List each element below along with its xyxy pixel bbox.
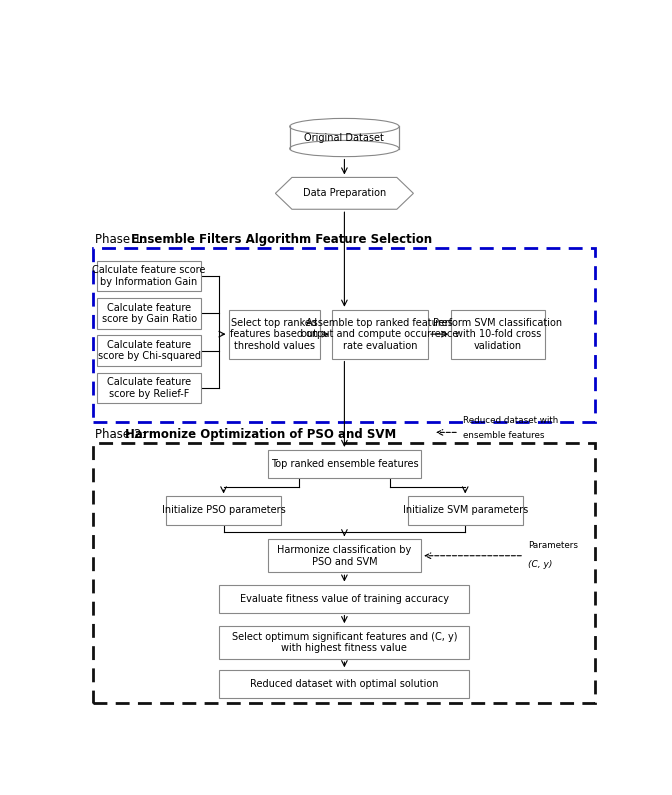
- Text: (C, y): (C, y): [528, 560, 552, 569]
- FancyBboxPatch shape: [267, 539, 421, 572]
- Text: ensemble features: ensemble features: [463, 431, 544, 440]
- Text: Reduced dataset with optimal solution: Reduced dataset with optimal solution: [250, 679, 439, 689]
- Text: Harmonize Optimization of PSO and SVM: Harmonize Optimization of PSO and SVM: [125, 428, 396, 440]
- FancyBboxPatch shape: [219, 584, 469, 613]
- FancyBboxPatch shape: [97, 335, 201, 366]
- Text: Assemble top ranked features
output and compute occurrence
rate evaluation: Assemble top ranked features output and …: [301, 317, 458, 351]
- FancyBboxPatch shape: [219, 670, 469, 698]
- Text: Phase 2:: Phase 2:: [95, 428, 150, 440]
- FancyBboxPatch shape: [166, 496, 281, 525]
- Text: Parameters: Parameters: [528, 541, 578, 549]
- FancyBboxPatch shape: [97, 298, 201, 328]
- FancyBboxPatch shape: [332, 310, 428, 359]
- Ellipse shape: [290, 141, 399, 157]
- FancyBboxPatch shape: [97, 373, 201, 403]
- Text: Select optimum significant features and (C, y)
with highest fitness value: Select optimum significant features and …: [232, 632, 457, 653]
- FancyBboxPatch shape: [97, 261, 201, 291]
- Text: Phase 1:: Phase 1:: [95, 233, 153, 246]
- Text: Calculate feature
score by Relief-F: Calculate feature score by Relief-F: [107, 377, 191, 399]
- Text: Initialize PSO parameters: Initialize PSO parameters: [162, 506, 286, 515]
- Bar: [290, 126, 399, 149]
- Text: Calculate feature score
by Information Gain: Calculate feature score by Information G…: [93, 266, 206, 287]
- Text: Data Preparation: Data Preparation: [303, 188, 386, 198]
- Text: Select top ranked
features based on
threshold values: Select top ranked features based on thre…: [230, 317, 319, 351]
- Ellipse shape: [290, 118, 399, 134]
- Text: Calculate feature
score by Gain Ratio: Calculate feature score by Gain Ratio: [101, 303, 197, 324]
- Text: Ensemble Filters Algorithm Feature Selection: Ensemble Filters Algorithm Feature Selec…: [131, 233, 432, 246]
- Polygon shape: [276, 177, 413, 209]
- Text: Harmonize classification by
PSO and SVM: Harmonize classification by PSO and SVM: [278, 545, 411, 567]
- FancyBboxPatch shape: [219, 626, 469, 659]
- Text: Perform SVM classification
with 10-fold cross
validation: Perform SVM classification with 10-fold …: [433, 317, 562, 351]
- FancyBboxPatch shape: [228, 310, 320, 359]
- Text: Top ranked ensemble features: Top ranked ensemble features: [271, 459, 418, 469]
- FancyBboxPatch shape: [267, 450, 421, 478]
- Text: Calculate feature
score by Chi-squared: Calculate feature score by Chi-squared: [97, 340, 201, 362]
- Text: Original Dataset: Original Dataset: [304, 134, 384, 143]
- FancyBboxPatch shape: [451, 310, 545, 359]
- Text: Initialize SVM parameters: Initialize SVM parameters: [403, 506, 528, 515]
- Text: Reduced dataset with: Reduced dataset with: [463, 416, 558, 425]
- Text: Evaluate fitness value of training accuracy: Evaluate fitness value of training accur…: [240, 594, 449, 603]
- FancyBboxPatch shape: [408, 496, 523, 525]
